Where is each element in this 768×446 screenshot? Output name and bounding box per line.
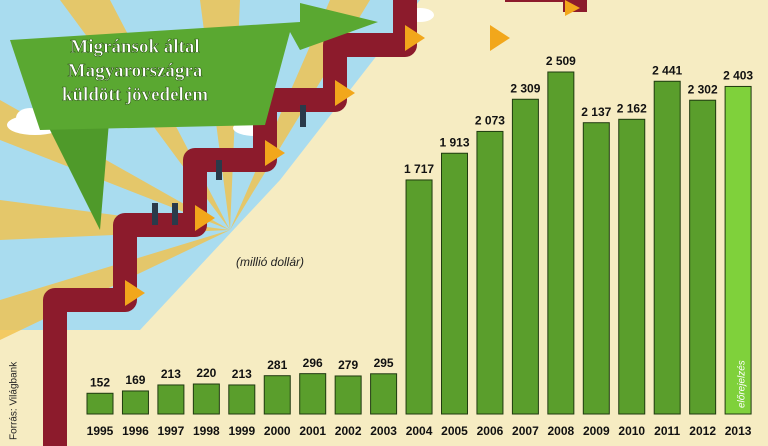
x-tick-label: 1995 xyxy=(87,424,114,438)
value-label: 279 xyxy=(338,358,358,372)
bar xyxy=(370,373,398,415)
x-tick-label: 2010 xyxy=(618,424,645,438)
bar xyxy=(653,80,681,415)
step-triangles xyxy=(125,0,580,306)
x-tick-label: 2012 xyxy=(689,424,716,438)
value-label: 2 441 xyxy=(652,63,682,77)
value-label: 220 xyxy=(196,366,216,380)
value-label: 2 309 xyxy=(510,81,540,95)
bar xyxy=(547,71,575,415)
bar xyxy=(86,392,114,415)
bar xyxy=(121,390,149,415)
green-arrow xyxy=(10,3,378,130)
title-line: küldött jövedelem xyxy=(62,84,208,105)
x-tick-label: 2011 xyxy=(654,424,680,438)
bar xyxy=(405,179,433,415)
title-line: Magyarországra xyxy=(68,60,203,81)
x-tick-label: 2002 xyxy=(335,424,362,438)
bar xyxy=(689,99,717,415)
x-tick-label: 1998 xyxy=(193,424,220,438)
value-label: 1 717 xyxy=(404,162,434,176)
bar xyxy=(299,373,327,415)
bar xyxy=(334,375,362,415)
value-label: 2 403 xyxy=(723,69,753,83)
x-tick-label: 2000 xyxy=(264,424,291,438)
bar xyxy=(582,122,610,415)
stairs-top xyxy=(493,0,587,12)
x-tick-label: 2001 xyxy=(299,424,326,438)
value-label: 213 xyxy=(161,367,181,381)
bar xyxy=(476,130,504,415)
bar xyxy=(724,85,752,415)
value-label: 281 xyxy=(267,358,287,372)
unit-label: (millió dollár) xyxy=(236,255,304,269)
value-label: 2 162 xyxy=(617,101,647,115)
x-tick-label: 2006 xyxy=(477,424,504,438)
stairs xyxy=(43,0,487,446)
x-tick-label: 2008 xyxy=(547,424,574,438)
green-wedge xyxy=(40,110,110,230)
figures xyxy=(152,105,306,225)
bar xyxy=(157,384,185,415)
value-label: 2 073 xyxy=(475,114,505,128)
value-label: 2 137 xyxy=(581,105,611,119)
x-tick-label: 2013 xyxy=(725,424,752,438)
value-label: 2 509 xyxy=(546,54,576,68)
value-label: 169 xyxy=(125,373,145,387)
value-label: 296 xyxy=(303,356,323,370)
x-tick-label: 1996 xyxy=(122,424,149,438)
value-label: 2 302 xyxy=(688,82,718,96)
bar xyxy=(192,383,220,415)
x-tick-label: 2005 xyxy=(441,424,468,438)
value-label: 213 xyxy=(232,367,252,381)
title-line: Migránsok által xyxy=(70,36,199,57)
value-label: 295 xyxy=(374,356,394,370)
bar xyxy=(618,118,646,415)
bar xyxy=(228,384,256,415)
x-tick-label: 1999 xyxy=(228,424,255,438)
forecast-note: előrejelzés xyxy=(737,360,748,408)
x-tick-label: 2003 xyxy=(370,424,397,438)
x-tick-label: 1997 xyxy=(158,424,185,438)
bar xyxy=(511,98,539,415)
x-tick-label: 2004 xyxy=(406,424,433,438)
x-tick-label: 2007 xyxy=(512,424,539,438)
source: Forrás: Világbank xyxy=(9,361,20,440)
bar xyxy=(263,375,291,415)
value-label: 152 xyxy=(90,375,110,389)
value-label: 1 913 xyxy=(439,135,469,149)
x-tick-label: 2009 xyxy=(583,424,610,438)
bar xyxy=(441,152,468,415)
